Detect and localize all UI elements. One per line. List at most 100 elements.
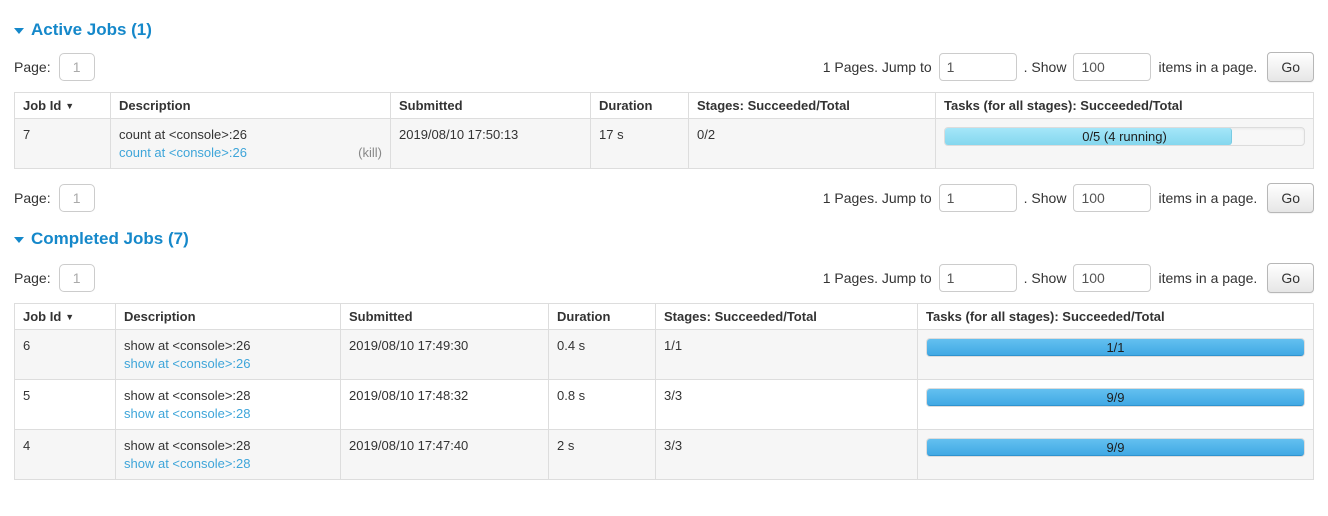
header-stages[interactable]: Stages: Succeeded/Total [688,92,936,119]
completed-jobs-section-title[interactable]: Completed Jobs (7) [14,229,1314,249]
job-detail-link[interactable]: count at <console>:26 [119,145,247,160]
tasks-progress-bar: 9/9 [926,438,1305,457]
stages-cell: 0/2 [688,118,936,169]
collapse-arrow-icon [14,28,24,34]
progress-label: 9/9 [1106,440,1125,455]
header-job-id[interactable]: Job Id ▼ [14,92,111,119]
items-per-page-input[interactable] [1073,53,1152,81]
tasks-cell: 1/1 [917,329,1314,380]
completed-jobs-header-row: Job Id ▼ Description Submitted Duration S… [14,303,1314,330]
sort-desc-icon: ▼ [65,312,75,322]
job-detail-link[interactable]: show at <console>:26 [124,356,251,371]
go-button[interactable]: Go [1267,263,1314,293]
stages-cell: 1/1 [655,329,918,380]
page-number-input[interactable] [58,264,95,292]
completed-job-row: 6 show at <console>:26 show at <console>… [14,329,1314,380]
duration-cell: 0.8 s [548,379,656,430]
job-id-cell: 7 [14,118,111,169]
description-cell: show at <console>:28 show at <console>:2… [115,379,341,430]
go-button[interactable]: Go [1267,52,1314,82]
submitted-cell: 2019/08/10 17:47:40 [340,429,549,480]
sort-desc-icon: ▼ [65,101,75,111]
completed-jobs-table: Job Id ▼ Description Submitted Duration S… [14,303,1314,480]
active-jobs-section-title[interactable]: Active Jobs (1) [14,20,1314,40]
pages-count-label: 1 Pages. Jump to [822,59,932,75]
duration-cell: 17 s [590,118,689,169]
header-tasks[interactable]: Tasks (for all stages): Succeeded/Total [917,303,1314,330]
description-text: count at <console>:26 [119,127,247,142]
header-tasks[interactable]: Tasks (for all stages): Succeeded/Total [935,92,1314,119]
completed-job-row: 4 show at <console>:28 show at <console>… [14,429,1314,480]
progress-fill [927,339,1304,356]
active-job-row: 7 count at <console>:26 count at <consol… [14,118,1314,169]
submitted-cell: 2019/08/10 17:50:13 [390,118,591,169]
job-detail-link[interactable]: show at <console>:28 [124,406,251,421]
page-number-input[interactable] [58,53,95,81]
header-job-id[interactable]: Job Id ▼ [14,303,116,330]
duration-cell: 2 s [548,429,656,480]
progress-fill [927,389,1304,406]
duration-cell: 0.4 s [548,329,656,380]
show-label: . Show [1023,270,1067,286]
go-button[interactable]: Go [1267,183,1314,213]
jump-to-page-input[interactable] [938,264,1017,292]
header-submitted[interactable]: Submitted [340,303,549,330]
header-duration[interactable]: Duration [590,92,689,119]
completed-jobs-pagination-top: Page: 1 Pages. Jump to . Show items in a… [14,263,1314,293]
description-text: show at <console>:28 [124,438,251,453]
tasks-progress-bar: 0/5 (4 running) [944,127,1305,146]
job-id-cell: 5 [14,379,116,430]
stages-cell: 3/3 [655,379,918,430]
completed-job-row: 5 show at <console>:28 show at <console>… [14,379,1314,430]
description-cell: show at <console>:26 show at <console>:2… [115,329,341,380]
tasks-cell: 9/9 [917,429,1314,480]
submitted-cell: 2019/08/10 17:49:30 [340,329,549,380]
active-jobs-pagination-bottom: Page: 1 Pages. Jump to . Show items in a… [14,183,1314,213]
job-detail-link[interactable]: show at <console>:28 [124,456,251,471]
page-label: Page: [14,190,51,206]
active-jobs-pagination-top: Page: 1 Pages. Jump to . Show items in a… [14,52,1314,82]
jump-to-page-input[interactable] [938,53,1017,81]
progress-fill [927,439,1304,456]
items-in-page-label: items in a page. [1158,190,1258,206]
job-id-cell: 4 [14,429,116,480]
items-per-page-input[interactable] [1073,184,1152,212]
header-description[interactable]: Description [115,303,341,330]
items-in-page-label: items in a page. [1158,59,1258,75]
tasks-cell: 9/9 [917,379,1314,430]
description-cell: count at <console>:26 count at <console>… [110,118,391,169]
stages-cell: 3/3 [655,429,918,480]
tasks-cell: 0/5 (4 running) [935,118,1314,169]
page-label: Page: [14,270,51,286]
progress-label: 1/1 [1106,340,1125,355]
description-cell: show at <console>:28 show at <console>:2… [115,429,341,480]
jobs-page: Active Jobs (1) Page: 1 Pages. Jump to .… [0,20,1328,480]
collapse-arrow-icon [14,237,24,243]
description-text: show at <console>:28 [124,388,251,403]
progress-label: 0/5 (4 running) [1082,129,1167,144]
active-jobs-title-label: Active Jobs (1) [31,20,152,39]
page-number-input[interactable] [58,184,95,212]
submitted-cell: 2019/08/10 17:48:32 [340,379,549,430]
items-per-page-input[interactable] [1073,264,1152,292]
header-description[interactable]: Description [110,92,391,119]
header-submitted[interactable]: Submitted [390,92,591,119]
jump-to-page-input[interactable] [938,184,1017,212]
active-jobs-header-row: Job Id ▼ Description Submitted Duration S… [14,92,1314,119]
page-label: Page: [14,59,51,75]
description-text: show at <console>:26 [124,338,251,353]
items-in-page-label: items in a page. [1158,270,1258,286]
header-stages[interactable]: Stages: Succeeded/Total [655,303,918,330]
show-label: . Show [1023,190,1067,206]
progress-fill [945,128,1233,145]
job-id-cell: 6 [14,329,116,380]
progress-label: 9/9 [1106,390,1125,405]
active-jobs-table: Job Id ▼ Description Submitted Duration S… [14,92,1314,169]
header-duration[interactable]: Duration [548,303,656,330]
pages-count-label: 1 Pages. Jump to [822,190,932,206]
tasks-progress-bar: 1/1 [926,338,1305,357]
pages-count-label: 1 Pages. Jump to [822,270,932,286]
kill-job-link[interactable]: (kill) [358,145,382,160]
tasks-progress-bar: 9/9 [926,388,1305,407]
show-label: . Show [1023,59,1067,75]
